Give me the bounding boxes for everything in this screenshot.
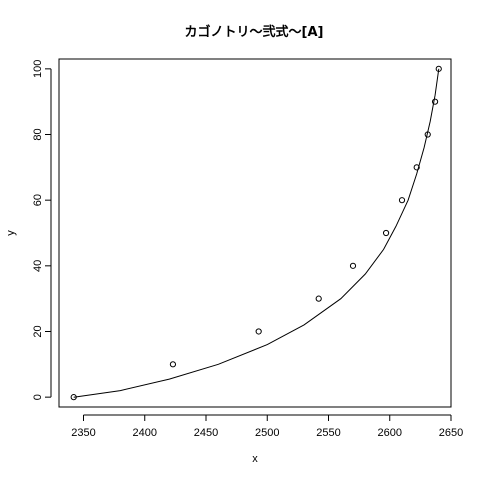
data-point bbox=[70, 394, 77, 401]
y-tick-label: 20 bbox=[32, 325, 44, 337]
plot-frame bbox=[58, 58, 452, 408]
data-point bbox=[169, 361, 177, 368]
fit-curve-line bbox=[73, 68, 440, 398]
data-point bbox=[413, 164, 420, 171]
data-point bbox=[315, 295, 322, 302]
x-axis-label: x bbox=[252, 453, 258, 465]
data-point bbox=[435, 65, 442, 72]
y-axis: 0 20 40 60 80 100 bbox=[32, 60, 52, 400]
chart-title: カゴノトリ～弐式～[A] bbox=[185, 24, 324, 40]
x-tick-label: 2350 bbox=[71, 427, 95, 439]
x-tick-label: 2400 bbox=[133, 427, 157, 439]
data-point bbox=[255, 328, 262, 335]
data-point bbox=[349, 262, 357, 269]
data-point bbox=[398, 197, 406, 204]
y-tick-label: 40 bbox=[32, 260, 44, 272]
y-tick-label: 0 bbox=[32, 394, 44, 400]
y-axis-label: y bbox=[5, 230, 17, 236]
y-tick-label: 100 bbox=[32, 60, 44, 78]
x-tick-label: 2550 bbox=[316, 427, 340, 439]
y-tick-label: 80 bbox=[32, 128, 44, 140]
data-point bbox=[431, 98, 439, 105]
data-point bbox=[382, 229, 390, 237]
x-tick-label: 2500 bbox=[255, 427, 279, 439]
data-points bbox=[70, 65, 442, 401]
y-tick-label: 60 bbox=[32, 194, 44, 206]
x-tick-label: 2600 bbox=[378, 427, 402, 439]
x-tick-label: 2650 bbox=[439, 427, 463, 439]
data-point bbox=[424, 131, 431, 138]
x-axis: 2350 2400 2450 2500 2550 2600 2650 bbox=[71, 414, 463, 439]
x-tick-label: 2450 bbox=[194, 427, 218, 439]
